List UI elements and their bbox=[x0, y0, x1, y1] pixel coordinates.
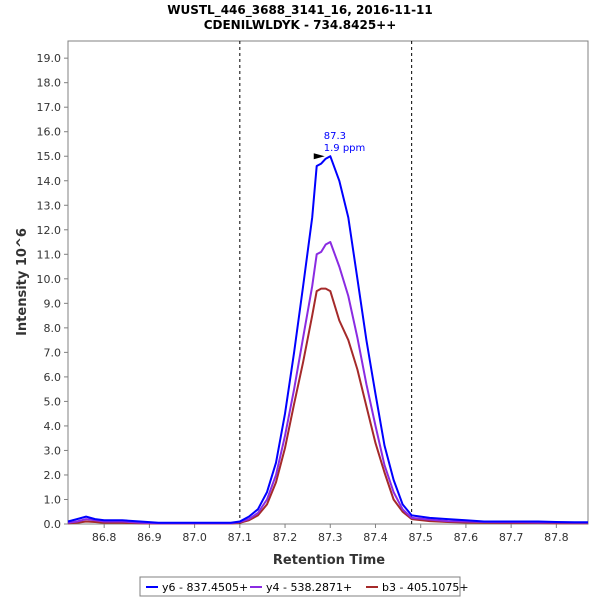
x-tick-label: 87.1 bbox=[228, 531, 253, 544]
y-tick-label: 16.0 bbox=[37, 126, 62, 139]
x-tick-label: 87.6 bbox=[454, 531, 479, 544]
y-tick-label: 15.0 bbox=[37, 150, 62, 163]
y-tick-label: 13.0 bbox=[37, 199, 62, 212]
series-line-y4 bbox=[67, 241, 588, 525]
legend-entry: y6 - 837.4505+ bbox=[162, 581, 248, 594]
x-tick-label: 87.7 bbox=[499, 531, 524, 544]
x-tick-label: 87.5 bbox=[408, 531, 433, 544]
legend: y6 - 837.4505+ y4 - 538.2871+ b3 - 405.107… bbox=[139, 576, 469, 597]
y-tick-label: 11.0 bbox=[37, 248, 62, 261]
y-tick-label: 7.0 bbox=[44, 346, 62, 359]
y-tick-label: 9.0 bbox=[44, 297, 62, 310]
x-tick-label: 87.4 bbox=[363, 531, 388, 544]
y-tick-label: 12.0 bbox=[37, 224, 62, 237]
peak-marker-arrow bbox=[313, 153, 325, 160]
y-tick-label: 19.0 bbox=[37, 52, 62, 65]
plot-frame bbox=[67, 40, 589, 525]
y-tick-label: 4.0 bbox=[44, 420, 62, 433]
y-tick-label: 2.0 bbox=[44, 469, 62, 482]
plot-area: 86.8 86.9 87.0 87.1 87.2 87.3 87.4 87.5 87.6 87.7… bbox=[37, 40, 589, 544]
legend-box bbox=[139, 576, 461, 597]
x-tick-label: 86.9 bbox=[137, 531, 162, 544]
peak-ppm-label: 1.9 ppm bbox=[324, 143, 366, 154]
y-tick-label: 14.0 bbox=[37, 175, 62, 188]
chart-title: WUSTL_446_3688_3141_16, 2016-11-11 bbox=[167, 3, 433, 18]
y-tick-label: 17.0 bbox=[37, 101, 62, 114]
legend-entry: b3 - 405.1075+ bbox=[382, 581, 469, 594]
legend-entry: y4 - 538.2871+ bbox=[266, 581, 352, 594]
y-tick-label: 5.0 bbox=[44, 395, 62, 408]
series-line-y6 bbox=[67, 155, 588, 524]
y-tick-label: 18.0 bbox=[37, 77, 62, 90]
series-line-b3 bbox=[67, 287, 588, 525]
y-tick-label: 6.0 bbox=[44, 371, 62, 384]
y-axis-label: Intensity 10^6 bbox=[15, 228, 30, 336]
x-tick-label: 86.8 bbox=[92, 531, 117, 544]
chart-subtitle: CDENILWLDYK - 734.8425++ bbox=[204, 18, 397, 32]
x-axis-label: Retention Time bbox=[273, 553, 385, 568]
x-tick-label: 87.8 bbox=[544, 531, 569, 544]
x-tick-label: 87.2 bbox=[273, 531, 298, 544]
peak-rt-label: 87.3 bbox=[324, 131, 346, 142]
x-tick-label: 87.3 bbox=[318, 531, 343, 544]
y-tick-label: 10.0 bbox=[37, 273, 62, 286]
x-tick-label: 87.0 bbox=[182, 531, 207, 544]
y-tick-label: 0.0 bbox=[44, 518, 62, 531]
y-tick-label: 8.0 bbox=[44, 322, 62, 335]
y-tick-label: 3.0 bbox=[44, 444, 62, 457]
y-tick-label: 1.0 bbox=[44, 493, 62, 506]
